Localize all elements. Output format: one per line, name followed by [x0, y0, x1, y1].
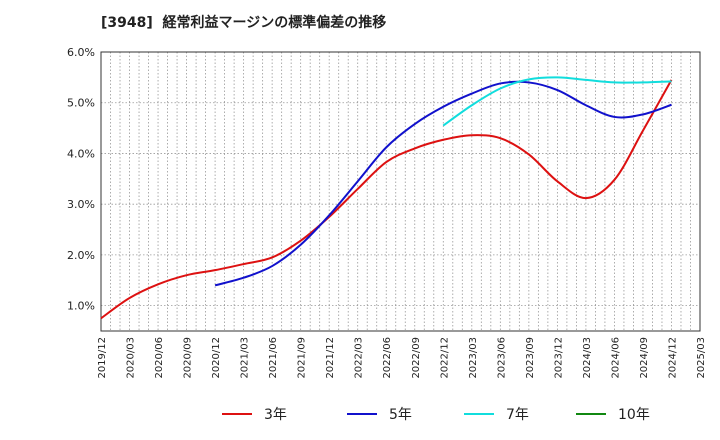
x-tick-label: 2023/03: [468, 337, 479, 379]
x-tick-label: 2019/12: [97, 337, 108, 379]
x-tick-label: 2021/03: [240, 337, 251, 379]
legend-label: 3年: [264, 407, 287, 423]
x-tick-label: 2024/12: [667, 337, 678, 379]
x-tick-label: 2022/03: [354, 337, 365, 379]
series-line-1: [100, 79, 673, 320]
y-tick-label: 5.0%: [67, 97, 95, 110]
y-tick-label: 2.0%: [67, 249, 95, 262]
y-axis: 1.0% 2.0% 3.0% 4.0% 5.0% 6.0%: [67, 46, 95, 313]
y-tick-label: 1.0%: [67, 300, 95, 313]
x-tick-label: 2020/12: [211, 337, 222, 379]
legend: 3年 5年 7年 10年: [222, 407, 650, 423]
y-tick-label: 6.0%: [67, 46, 95, 59]
x-tick-label: 2025/03: [696, 337, 707, 379]
x-tick-label: 2022/09: [411, 337, 422, 379]
x-tick-label: 2021/12: [325, 337, 336, 379]
series-line-3: [442, 76, 672, 127]
x-tick-label: 2020/06: [154, 337, 165, 379]
x-tick-label: 2023/12: [553, 337, 564, 379]
x-tick-label: 2023/09: [525, 337, 536, 379]
legend-label: 10年: [618, 407, 650, 423]
y-tick-label: 3.0%: [67, 198, 95, 211]
x-tick-label: 2021/06: [268, 337, 279, 379]
legend-label: 5年: [389, 407, 412, 423]
y-tick-label: 4.0%: [67, 147, 95, 160]
x-axis: 2019/12 2020/03 2020/06 2020/09 2020/12 2021/…: [97, 337, 707, 379]
x-tick-label: 2021/09: [297, 337, 308, 379]
series-line-2: [214, 80, 672, 287]
x-tick-label: 2022/06: [382, 337, 393, 379]
plot-frame: [100, 51, 701, 332]
chart-title: [3948] 経常利益マージンの標準偏差の推移: [101, 15, 387, 31]
series-lines: [100, 76, 673, 320]
x-tick-label: 2020/09: [183, 337, 194, 379]
x-tick-label: 2022/12: [439, 337, 450, 379]
x-tick-label: 2020/03: [126, 337, 137, 379]
x-tick-label: 2024/09: [639, 337, 650, 379]
x-tick-label: 2023/06: [496, 337, 507, 379]
legend-label: 7年: [506, 407, 529, 423]
grid: [100, 51, 701, 331]
x-tick-label: 2024/06: [610, 337, 621, 379]
x-tick-label: 2024/03: [582, 337, 593, 379]
